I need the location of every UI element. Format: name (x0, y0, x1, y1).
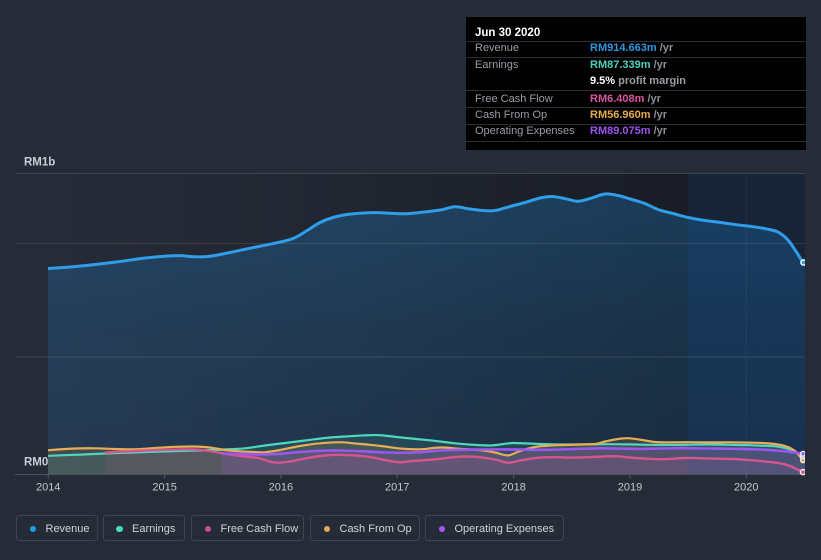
svg-text:2018: 2018 (501, 482, 525, 494)
svg-text:2016: 2016 (269, 482, 293, 494)
svg-text:RM1b: RM1b (24, 157, 55, 169)
svg-text:2017: 2017 (385, 482, 409, 494)
svg-text:RM0: RM0 (24, 457, 48, 469)
svg-text:2020: 2020 (734, 482, 758, 494)
svg-text:2015: 2015 (152, 482, 176, 494)
svg-text:2019: 2019 (618, 482, 642, 494)
svg-text:2014: 2014 (36, 482, 60, 494)
